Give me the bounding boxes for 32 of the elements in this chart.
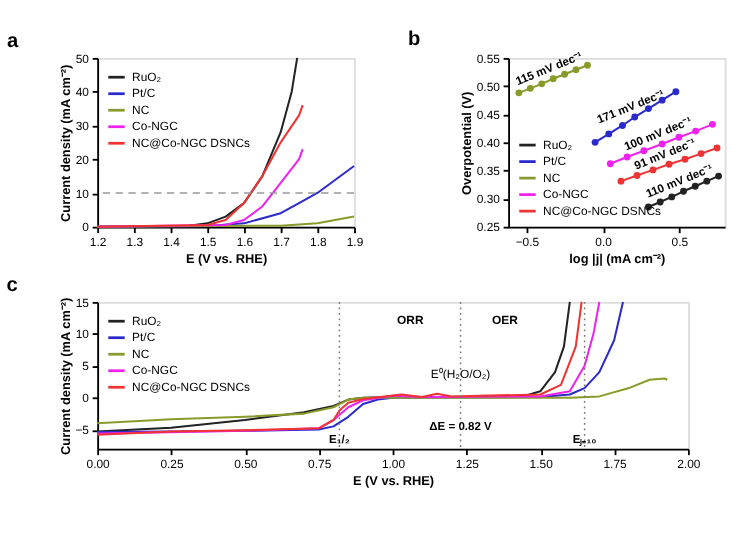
- chart-title: c: [6, 274, 19, 297]
- line-series: [96, 377, 669, 425]
- point: [681, 155, 689, 163]
- point: [619, 122, 626, 129]
- point: [715, 172, 722, 180]
- point: [605, 130, 613, 138]
- point: [515, 89, 523, 97]
- point: [658, 140, 666, 148]
- point: [713, 144, 721, 152]
- point: [549, 75, 557, 83]
- point: [680, 187, 687, 195]
- point: [631, 113, 639, 121]
- chart-title: b: [407, 28, 421, 51]
- point: [649, 166, 657, 174]
- point: [617, 177, 625, 185]
- point: [665, 160, 673, 168]
- point: [623, 153, 631, 161]
- point: [561, 70, 569, 78]
- point: [633, 172, 641, 179]
- chart-title: a: [6, 30, 19, 53]
- point: [691, 182, 699, 190]
- point: [606, 160, 614, 168]
- point: [697, 150, 705, 158]
- point: [591, 138, 599, 146]
- point: [672, 88, 680, 96]
- point: [584, 61, 591, 69]
- point: [709, 120, 716, 128]
- line-series: [96, 104, 304, 228]
- point: [656, 198, 664, 206]
- point: [538, 80, 546, 88]
- point: [692, 127, 700, 135]
- point: [668, 193, 676, 201]
